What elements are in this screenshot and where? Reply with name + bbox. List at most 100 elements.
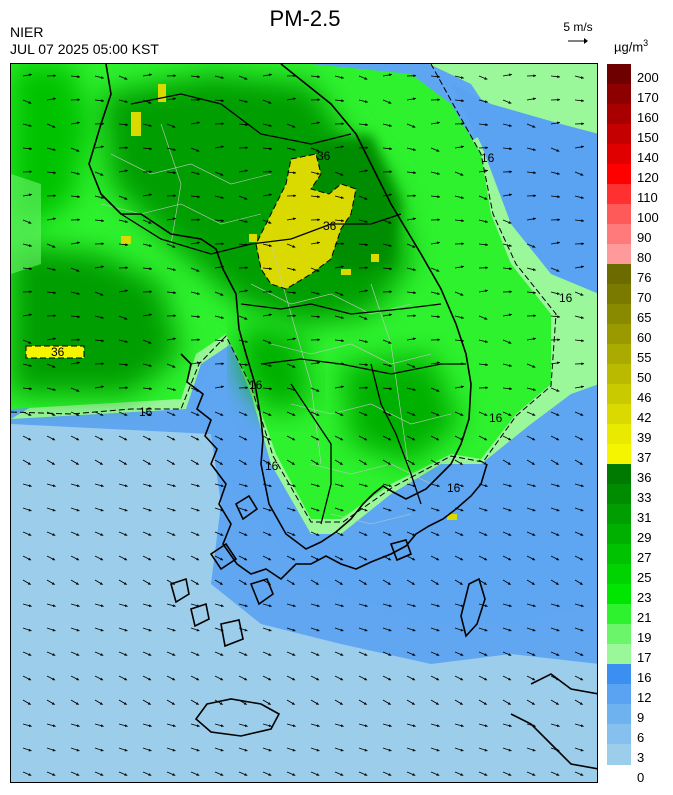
wind-arrow-head	[268, 724, 272, 728]
wind-arrow-head	[268, 484, 272, 488]
wind-arrow-head	[436, 533, 440, 536]
wind-arrow-head	[532, 604, 536, 608]
wind-arrow-head	[461, 362, 464, 366]
wind-arrow-head	[28, 101, 32, 104]
wind-arrow-head	[244, 340, 248, 343]
wind-arrow-head	[316, 172, 320, 175]
wind-arrow-head	[580, 413, 584, 416]
colorbar-tick-label: 42	[637, 409, 652, 425]
colorbar-swatch	[607, 224, 631, 245]
wind-arrow-head	[484, 197, 488, 200]
wind-arrow-head	[509, 313, 512, 317]
wind-arrow-head	[364, 773, 368, 776]
contour-36	[25, 153, 357, 359]
colorbar-tick-label: 120	[637, 169, 659, 185]
wind-arrow-head	[148, 653, 152, 656]
wind-arrow-head	[268, 437, 272, 441]
wind-arrow-head	[267, 702, 271, 705]
wind-arrow-head	[436, 748, 440, 752]
wind-arrow-head	[460, 748, 464, 752]
wind-arrow-head	[76, 748, 80, 752]
wind-arrow-head	[268, 341, 272, 344]
wind-arrow-head	[244, 677, 248, 681]
wind-arrow-head	[363, 702, 367, 705]
colorbar-swatch	[607, 324, 631, 345]
colorbar-swatch	[607, 164, 631, 185]
wind-arrow-head	[436, 604, 440, 608]
wind-arrow-head	[485, 289, 488, 293]
wind-arrow-head	[509, 193, 512, 197]
wind-arrow-head	[269, 387, 272, 391]
colorbar-tick-label: 12	[637, 689, 652, 705]
colorbar-tick-label: 76	[637, 269, 652, 285]
wind-arrow-head	[196, 484, 200, 488]
colorbar-swatch	[607, 684, 631, 705]
wind-arrow-head	[365, 169, 368, 173]
wind-arrow-head	[52, 437, 56, 441]
wind-arrow-head	[484, 557, 488, 561]
wind-arrow-head	[244, 413, 248, 416]
wind-arrow-head	[100, 196, 104, 199]
wind-arrow-head	[484, 484, 488, 488]
wind-arrow-head	[437, 338, 440, 342]
wind-arrow-head	[124, 724, 128, 728]
colorbar-tick-label: 80	[637, 249, 652, 265]
wind-arrow-head	[581, 122, 584, 126]
wind-arrow-head	[124, 628, 128, 632]
colorbar-tick-label: 0	[637, 769, 645, 785]
wind-arrow-head	[268, 364, 272, 367]
wind-arrow-head	[100, 533, 104, 536]
wind-arrow-head	[532, 484, 536, 488]
wind-arrow-head	[172, 773, 176, 776]
wind-arrow-head	[172, 268, 176, 271]
wind-arrow-head	[509, 387, 512, 391]
wind-arrow-head	[244, 220, 248, 223]
wind-arrow-head	[293, 97, 296, 101]
wind-arrow-head	[412, 365, 416, 368]
wind-arrow-head	[532, 628, 536, 632]
wind-arrow-head	[28, 364, 32, 367]
wind-arrow-head	[508, 221, 512, 224]
wind-arrow-head	[365, 123, 368, 127]
colorbar-swatch	[607, 204, 631, 225]
wind-arrow-head	[460, 557, 464, 561]
wind-arrow-head	[579, 702, 583, 705]
wind-arrow-head	[316, 773, 320, 776]
high-pm-patches	[26, 84, 457, 520]
wind-arrow-head	[27, 462, 31, 465]
wind-arrow-head	[124, 677, 128, 681]
colorbar-tick-label: 46	[637, 389, 652, 405]
colorbar-swatch	[607, 404, 631, 425]
wind-arrow-head	[460, 628, 464, 632]
wind-arrow-head	[531, 582, 535, 585]
colorbar-tick-label: 39	[637, 429, 652, 445]
wind-arrow-head	[411, 462, 415, 465]
wind-arrow-head	[363, 582, 367, 585]
wind-arrow-head	[101, 339, 104, 343]
wind-arrow-head	[269, 170, 272, 174]
wind-arrow-head	[292, 437, 296, 441]
wind-arrow-head	[292, 724, 296, 728]
wind-arrow-head	[197, 361, 200, 365]
wind-arrow-head	[196, 557, 200, 561]
wind-arrow-head	[292, 628, 296, 632]
wind-arrow-head	[245, 386, 248, 390]
wind-arrow-head	[364, 748, 368, 752]
wind-arrow-head	[340, 316, 344, 319]
wind-arrow-head	[316, 269, 320, 272]
colorbar-swatch	[607, 344, 631, 365]
wind-arrow-head	[509, 170, 512, 174]
wind-arrow-head	[171, 582, 175, 585]
wind-arrow-head	[556, 172, 560, 175]
wind-arrow-head	[556, 604, 560, 608]
wind-arrow-head	[195, 582, 199, 585]
wind-arrow-head	[436, 269, 440, 272]
agency-label: NIER	[10, 24, 44, 40]
wind-arrow-head	[244, 197, 248, 200]
wind-arrow-head	[364, 653, 368, 656]
wind-arrow-head	[220, 533, 224, 536]
wind-arrow-head	[485, 266, 488, 270]
wind-arrow-head	[556, 269, 560, 272]
wind-arrow-head	[220, 773, 224, 776]
wind-arrow-head	[340, 653, 344, 656]
